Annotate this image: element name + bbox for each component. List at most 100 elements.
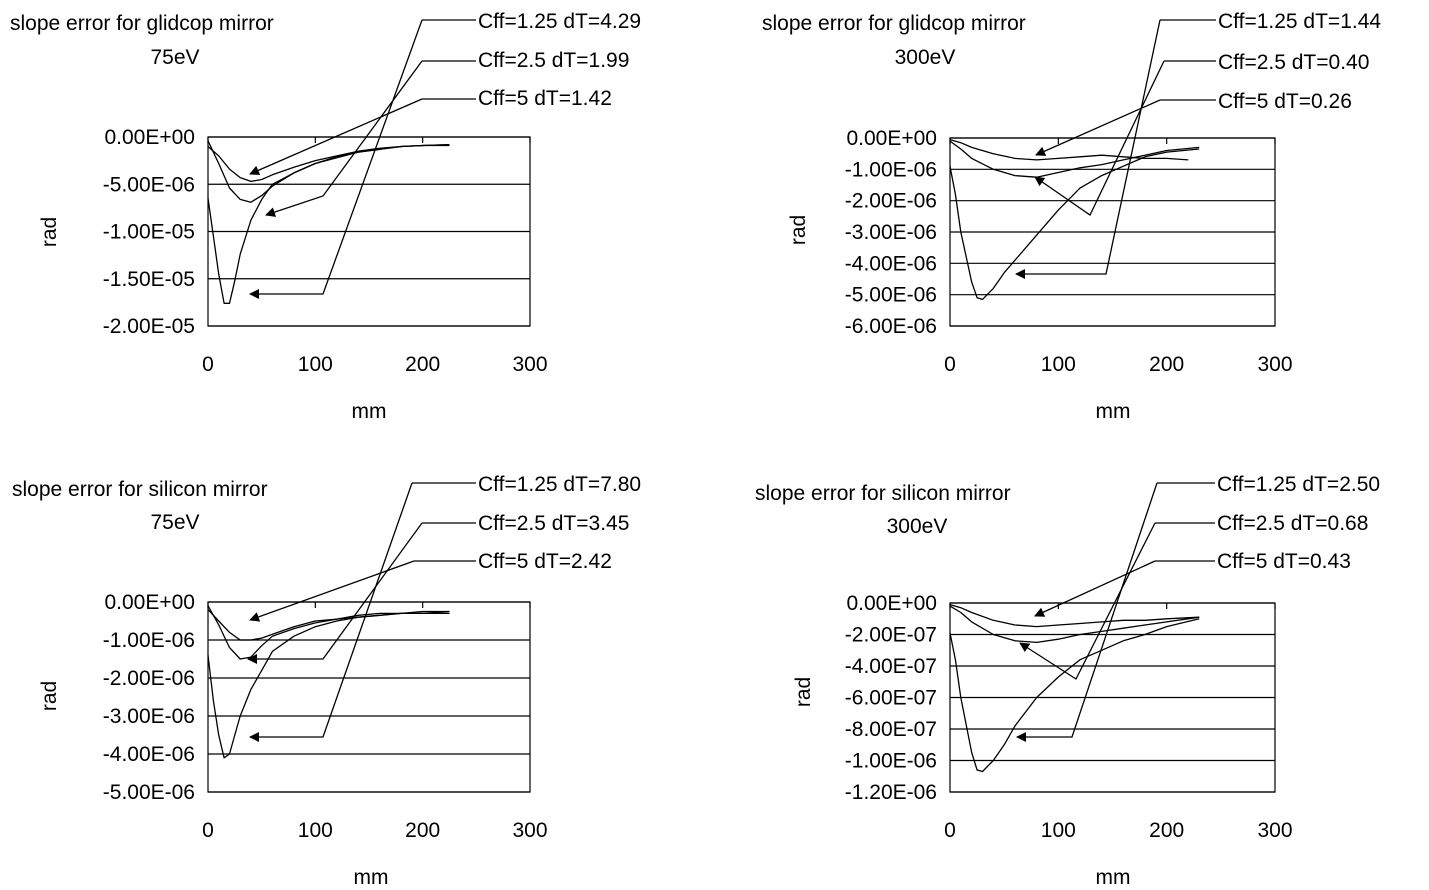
x-tick-label: 300 bbox=[512, 819, 547, 842]
y-tick-label: -1.00E-06 bbox=[845, 158, 937, 181]
series-line bbox=[949, 605, 1200, 644]
legend-leader-line bbox=[1036, 99, 1216, 155]
chart-subtitle: 300eV bbox=[887, 515, 948, 538]
x-axis-label: mm bbox=[352, 400, 387, 423]
legend-leader-line bbox=[1016, 19, 1216, 274]
y-tick-label: -2.00E-07 bbox=[845, 624, 937, 647]
chart-panel-glidcop-300ev: slope error for glidcop mirror 300eV rad… bbox=[762, 10, 1381, 423]
plot-frame bbox=[207, 601, 531, 793]
x-tick-label: 300 bbox=[1257, 819, 1292, 842]
series-line bbox=[207, 140, 450, 203]
x-axis-label: mm bbox=[354, 866, 389, 889]
legend-leader-line bbox=[1020, 522, 1215, 680]
chart-panel-glidcop-75ev: slope error for glidcop mirror 75eV rad … bbox=[10, 10, 641, 423]
chart-title: slope error for glidcop mirror bbox=[10, 12, 274, 35]
plot-area: 0 100 200 300 0.00E+00 -2.00E-07 -4.00E-07 -6.0… bbox=[845, 592, 1293, 842]
y-tick-label: -6.00E-06 bbox=[845, 315, 937, 338]
y-axis-label: rad bbox=[792, 677, 815, 707]
chart-subtitle: 75eV bbox=[150, 46, 199, 69]
legend-label: Cff=1.25 dT=7.80 bbox=[478, 473, 641, 496]
y-tick-label: -3.00E-06 bbox=[845, 221, 937, 244]
series-line bbox=[207, 609, 450, 641]
chart-panel-silicon-75ev: slope error for silicon mirror 75eV rad … bbox=[12, 473, 641, 889]
legend-label: Cff=1.25 dT=2.50 bbox=[1217, 473, 1380, 496]
legend-leader-line bbox=[1035, 560, 1215, 616]
chart-title: slope error for silicon mirror bbox=[755, 482, 1011, 505]
x-tick-label: 100 bbox=[1041, 819, 1076, 842]
y-tick-label: -1.00E-06 bbox=[845, 750, 937, 773]
y-tick-label: 0.00E+00 bbox=[846, 127, 937, 150]
y-tick-label: -6.00E-07 bbox=[845, 687, 937, 710]
x-axis-label: mm bbox=[1096, 400, 1131, 423]
x-tick-label: 200 bbox=[405, 819, 440, 842]
legend-label: Cff=5 dT=0.26 bbox=[1218, 90, 1352, 113]
legend-label: Cff=2.5 dT=1.99 bbox=[478, 49, 629, 72]
y-axis-label: rad bbox=[38, 217, 61, 247]
y-tick-label: -2.00E-06 bbox=[845, 190, 937, 213]
y-tick-label: 0.00E+00 bbox=[104, 591, 195, 614]
x-tick-label: 100 bbox=[298, 353, 333, 376]
y-tick-label: -5.00E-06 bbox=[103, 173, 195, 196]
y-tick-label: -4.00E-06 bbox=[845, 252, 937, 275]
y-tick-label: -3.00E-06 bbox=[103, 705, 195, 728]
y-tick-label: -2.00E-06 bbox=[103, 667, 195, 690]
x-tick-label: 0 bbox=[202, 819, 214, 842]
chart-panel-silicon-300ev: slope error for silicon mirror 300eV rad… bbox=[755, 473, 1380, 889]
plot-area: 0 100 200 300 0.00E+00 -1.00E-06 -2.00E-06 -3.0… bbox=[845, 127, 1293, 376]
legend-label: Cff=5 dT=1.42 bbox=[478, 87, 612, 110]
plot-frame bbox=[949, 602, 1276, 793]
legend-label: Cff=5 dT=2.42 bbox=[478, 550, 612, 573]
legend-leader-line bbox=[250, 560, 476, 620]
series-line bbox=[949, 603, 1200, 628]
legend-label: Cff=2.5 dT=3.45 bbox=[478, 512, 629, 535]
y-tick-label: 0.00E+00 bbox=[104, 126, 195, 149]
plot-frame bbox=[207, 136, 531, 327]
x-tick-label: 200 bbox=[1149, 353, 1184, 376]
plot-area: 0 100 200 300 0.00E+00 -1.00E-06 -2.00E-06 -3.0… bbox=[103, 591, 548, 842]
chart-title: slope error for silicon mirror bbox=[12, 478, 268, 501]
y-tick-label: -8.00E-07 bbox=[845, 718, 937, 741]
legend: Cff=1.25 dT=1.44 Cff=2.5 dT=0.40 Cff=5 d… bbox=[1016, 10, 1381, 274]
y-tick-label: -5.00E-06 bbox=[103, 781, 195, 804]
y-tick-label: -5.00E-06 bbox=[845, 284, 937, 307]
y-tick-label: -1.00E-05 bbox=[103, 221, 195, 244]
x-axis-label: mm bbox=[1096, 866, 1131, 889]
series-line bbox=[949, 138, 1189, 161]
y-axis-label: rad bbox=[38, 681, 61, 711]
legend-leader-line bbox=[250, 19, 476, 294]
y-tick-label: -1.00E-06 bbox=[103, 629, 195, 652]
legend-leader-line bbox=[1017, 482, 1215, 737]
legend-label: Cff=5 dT=0.43 bbox=[1217, 550, 1351, 573]
x-tick-label: 300 bbox=[512, 353, 547, 376]
legend: Cff=1.25 dT=2.50 Cff=2.5 dT=0.68 Cff=5 d… bbox=[1017, 473, 1380, 737]
chart-subtitle: 75eV bbox=[150, 511, 199, 534]
x-tick-label: 0 bbox=[202, 353, 214, 376]
chart-title: slope error for glidcop mirror bbox=[762, 12, 1026, 35]
series-line bbox=[949, 148, 1200, 301]
x-tick-label: 0 bbox=[944, 819, 956, 842]
x-tick-label: 0 bbox=[944, 353, 956, 376]
legend-label: Cff=2.5 dT=0.68 bbox=[1217, 512, 1368, 535]
x-tick-label: 100 bbox=[1041, 353, 1076, 376]
x-tick-label: 200 bbox=[405, 353, 440, 376]
y-tick-label: -4.00E-06 bbox=[103, 743, 195, 766]
series-line bbox=[949, 140, 1200, 178]
series-line bbox=[207, 143, 450, 304]
x-tick-label: 300 bbox=[1257, 353, 1292, 376]
y-tick-label: -1.20E-06 bbox=[845, 781, 937, 804]
legend-leader-line bbox=[1035, 60, 1216, 216]
legend-leader-line bbox=[250, 482, 476, 737]
x-tick-label: 200 bbox=[1149, 819, 1184, 842]
y-tick-label: -4.00E-07 bbox=[845, 655, 937, 678]
legend-leader-line bbox=[248, 522, 476, 659]
y-tick-label: 0.00E+00 bbox=[846, 592, 937, 615]
legend-leader-line bbox=[250, 98, 476, 174]
y-tick-label: -1.50E-05 bbox=[103, 268, 195, 291]
series-line bbox=[207, 144, 450, 183]
x-tick-label: 100 bbox=[298, 819, 333, 842]
legend-label: Cff=2.5 dT=0.40 bbox=[1218, 51, 1369, 74]
series-line bbox=[949, 618, 1200, 773]
legend-leader-line bbox=[266, 60, 476, 215]
legend-label: Cff=1.25 dT=4.29 bbox=[478, 10, 641, 33]
